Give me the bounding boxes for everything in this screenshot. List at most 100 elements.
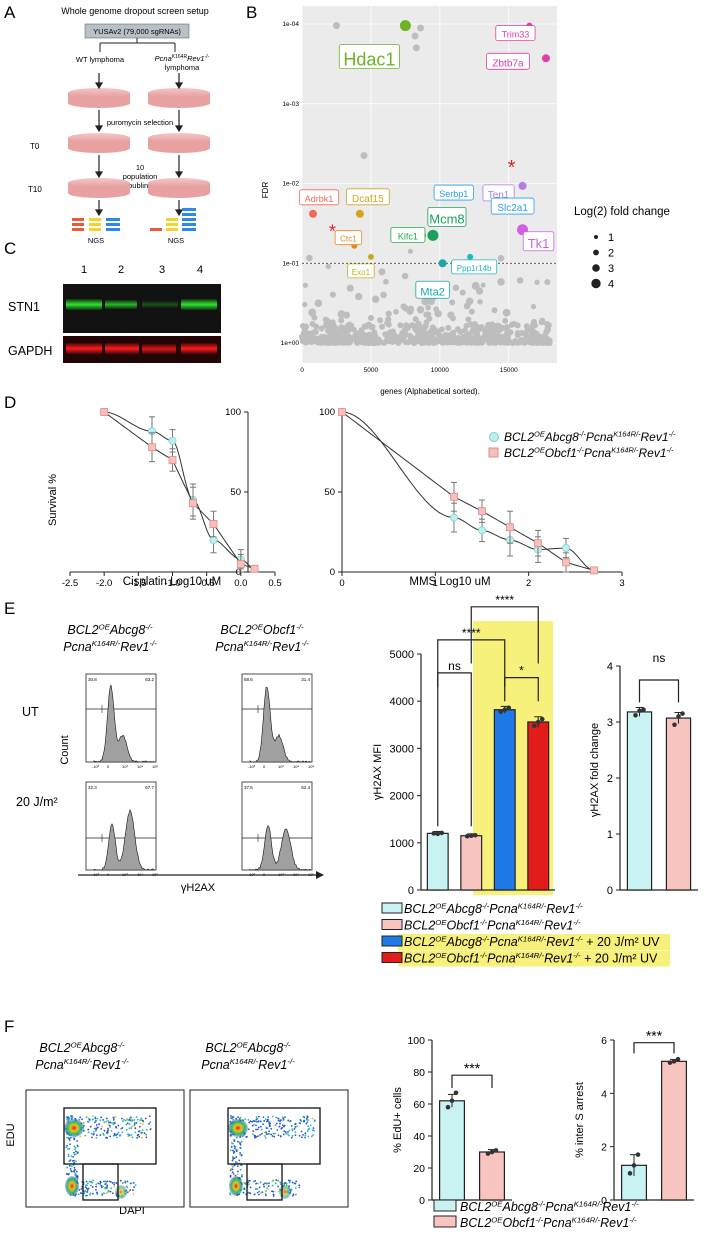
gene-point (475, 287, 484, 295)
panel-label-f: F (4, 1017, 14, 1036)
gene-point (412, 316, 419, 323)
flow-event (73, 1153, 76, 1156)
hit-label-mta2: Mta2 (420, 286, 444, 298)
flow-event (312, 1129, 315, 1132)
bar-replicate-point (464, 833, 470, 839)
hit-label-box (522, 231, 555, 252)
flow-event (277, 1117, 280, 1120)
d-y-axis-label: Survival % (47, 474, 59, 526)
flow-event (109, 1126, 112, 1128)
flow-event (110, 1180, 112, 1183)
histogram-uv-abcg8 (85, 781, 157, 871)
panel-a-schematic: Whole genome dropout screen setup YUSAv2… (28, 6, 210, 245)
d-xtick-label: -2.0 (96, 578, 112, 589)
flow-event (300, 1130, 303, 1133)
flow-event (231, 1159, 234, 1162)
flow-event (254, 1180, 257, 1182)
flow-event (231, 1165, 234, 1168)
flow-event (232, 1152, 235, 1154)
gene-point (533, 337, 540, 344)
flow-event (90, 1181, 93, 1184)
flow-event (72, 1136, 75, 1139)
flow-event (123, 1118, 125, 1121)
flow-event (126, 1180, 129, 1183)
flow-event (231, 1155, 234, 1158)
flow-hotspot (64, 1119, 84, 1137)
gene-point (302, 282, 308, 288)
bar-replicate-point (676, 714, 681, 719)
gene-point (463, 302, 471, 310)
sig-bracket (470, 606, 539, 664)
gene-point (342, 330, 349, 337)
flow-event (242, 1191, 245, 1194)
hist-tick: -10³ (92, 764, 100, 769)
flow-event (255, 1116, 258, 1119)
hist-tick: 10⁴ (137, 764, 143, 769)
gene-point (434, 309, 442, 318)
flow-event (70, 1165, 73, 1168)
flow-event (304, 1134, 307, 1137)
legend-uv-highlight (398, 934, 670, 950)
b-x-axis-label: genes (Alphabetical sorted). (380, 387, 480, 396)
gene-point (321, 338, 328, 345)
gate-value: 32.3 (88, 785, 97, 790)
bar-replicate-point (635, 1152, 641, 1157)
flow-event (67, 1147, 69, 1150)
gene-point (477, 298, 483, 305)
flow-event (90, 1184, 92, 1187)
s-arrest-gate (82, 1163, 119, 1201)
flow-event (73, 1151, 75, 1154)
flow-event (114, 1115, 117, 1118)
flow-event (75, 1160, 77, 1163)
t0-label: T0 (30, 142, 40, 151)
flow-event (294, 1187, 297, 1189)
gate-value: 63.2 (145, 677, 154, 682)
bar-replicate-point (633, 712, 638, 718)
flow-event (255, 1124, 257, 1127)
gene-point (379, 323, 386, 330)
flow-event (95, 1185, 98, 1188)
flow-event (111, 1192, 114, 1195)
flow-event (68, 1164, 71, 1167)
flow-event (282, 1119, 285, 1122)
gene-point (427, 297, 435, 306)
bar-ytick-label: 40 (413, 1131, 425, 1143)
flow-event (132, 1181, 135, 1184)
gene-point (534, 279, 540, 285)
flow-event (277, 1134, 280, 1137)
flow-event (124, 1181, 127, 1184)
flow-event (240, 1154, 243, 1156)
gene-point (322, 316, 329, 323)
flow-event (107, 1119, 110, 1122)
gene-point (321, 333, 328, 340)
d-xtick-label: 1 (433, 578, 438, 589)
gene-point (429, 324, 436, 331)
flow-event (112, 1119, 115, 1122)
flow-event (299, 1119, 302, 1121)
gene-point (480, 282, 486, 288)
flow-event (69, 1159, 72, 1162)
flow-event (140, 1117, 143, 1120)
sig-label: **** (495, 593, 514, 607)
flow-event (104, 1180, 107, 1183)
flow-event (100, 1127, 103, 1130)
flow-event (139, 1131, 142, 1134)
flow-event (66, 1118, 68, 1121)
flow-event (74, 1153, 77, 1156)
flow-event (109, 1121, 112, 1124)
point-abcg8 (562, 544, 571, 553)
hit-label-slc2a1: Slc2a1 (497, 203, 528, 214)
e-col1-genotype-line2: PcnaK164R/-Rev1-/- (63, 639, 157, 654)
flow-event (248, 1121, 251, 1124)
flow-event (259, 1134, 261, 1136)
gene-point (416, 305, 425, 314)
edu-axis-label: EDU (5, 1123, 17, 1146)
flow-event (298, 1134, 301, 1137)
gene-point (377, 317, 384, 324)
flow-event (266, 1118, 269, 1121)
flow-event (103, 1121, 106, 1124)
point-abcg8 (209, 536, 218, 545)
flow-event (236, 1165, 239, 1168)
gene-point (421, 324, 428, 331)
flow-event (73, 1166, 76, 1169)
